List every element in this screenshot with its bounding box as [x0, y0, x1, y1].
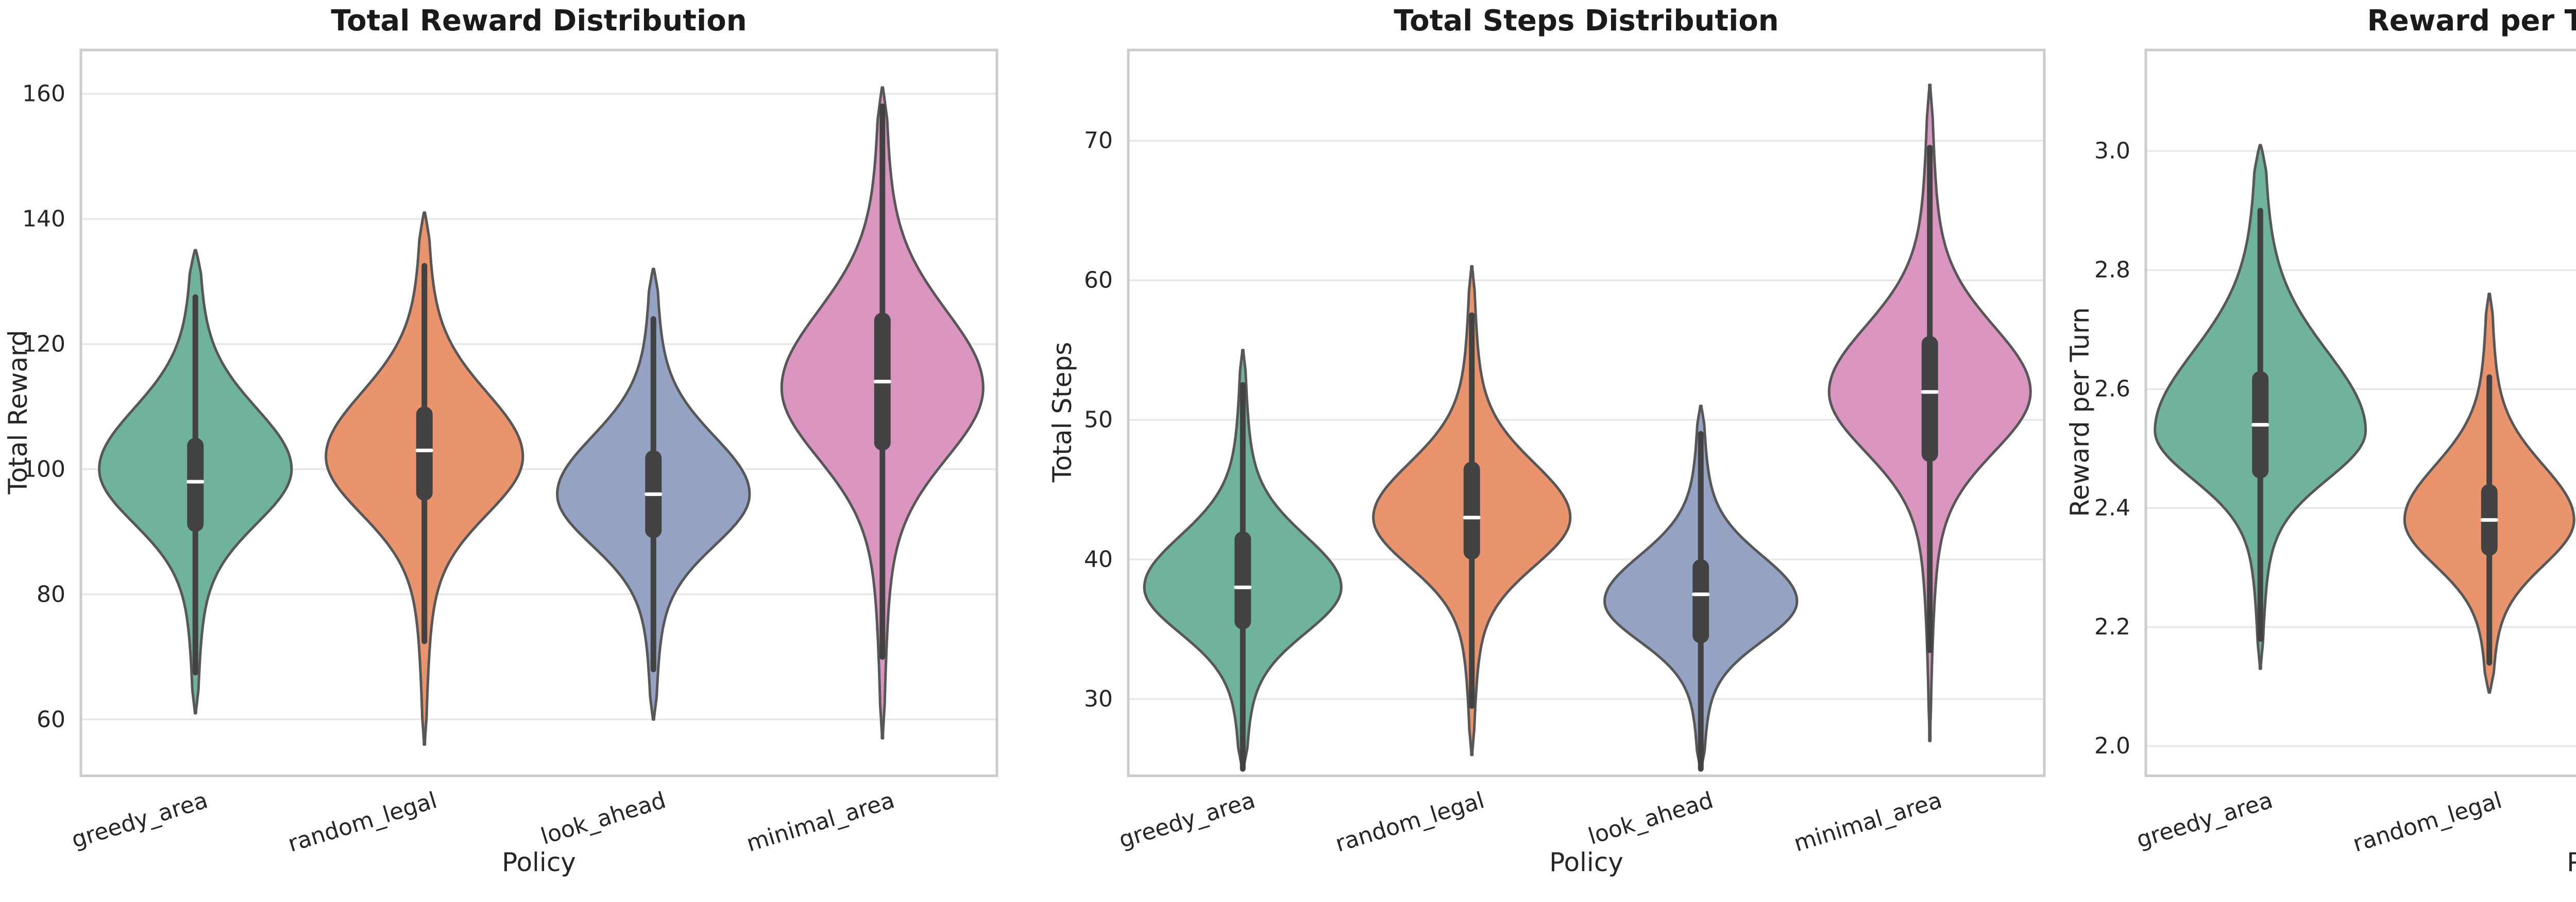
y-tick-label: 30 [1084, 686, 1113, 712]
x-tick-label-greedy_area: greedy_area [2133, 787, 2276, 854]
violin-median-line [645, 492, 663, 496]
violin-plot-area [1127, 48, 2046, 777]
y-tick-label: 100 [22, 456, 65, 483]
violin-median-line [2251, 423, 2269, 427]
plot-border [2144, 48, 2576, 777]
violin-iqr-box [1692, 559, 1709, 643]
violin-median-line [873, 380, 891, 384]
chart1-title: Total Reward Distribution [331, 4, 747, 38]
chart2-title: Total Steps Distribution [1394, 4, 1779, 38]
chart3-title: Reward per Turn Distribution [2367, 4, 2576, 38]
y-tick-label: 80 [37, 581, 65, 608]
violin-median-line [187, 480, 205, 484]
y-tick-label: 50 [1084, 406, 1113, 433]
y-tick-label: 2.4 [2094, 495, 2130, 521]
x-tick-label-minimal_area: minimal_area [1791, 787, 1945, 857]
y-tick-label: 2.6 [2094, 376, 2130, 402]
chart3-y-axis-label: Reward per Turn [2065, 307, 2095, 517]
y-tick-label: 2.2 [2094, 614, 2130, 640]
plot-border [1127, 48, 2046, 777]
y-tick-label: 60 [1084, 267, 1113, 294]
violin-median-line [1463, 516, 1481, 520]
chart1-x-axis-label: Policy [502, 847, 576, 877]
violin-plot-area [79, 48, 998, 777]
violin-median-line [2480, 518, 2498, 522]
violin-iqr-box [416, 406, 433, 501]
x-tick-label-greedy_area: greedy_area [68, 787, 211, 854]
x-tick-label-minimal_area: minimal_area [743, 787, 898, 857]
violin-iqr-box [1463, 462, 1480, 560]
x-tick-label-random_legal: random_legal [1332, 787, 1487, 858]
y-tick-label: 70 [1084, 127, 1113, 154]
y-tick-label: 2.0 [2094, 733, 2130, 759]
plot-border [79, 48, 998, 777]
y-tick-label: 40 [1084, 546, 1113, 573]
x-tick-label-look_ahead: look_ahead [537, 787, 669, 850]
violin-iqr-box [187, 438, 204, 532]
y-tick-label: 160 [22, 80, 65, 107]
chart3-x-axis-label: Policy [2567, 847, 2576, 877]
y-tick-label: 120 [22, 331, 65, 358]
y-tick-label: 140 [22, 206, 65, 232]
x-tick-label-random_legal: random_legal [2349, 787, 2505, 858]
x-tick-label-greedy_area: greedy_area [1115, 787, 1259, 854]
y-tick-label: 2.8 [2094, 257, 2130, 283]
violin-plot-area [2144, 48, 2576, 777]
violin-median-line [1921, 390, 1939, 394]
violin-median-line [1234, 585, 1252, 589]
chart2-x-axis-label: Policy [1549, 847, 1623, 877]
violin-median-line [1692, 592, 1710, 597]
y-tick-label: 60 [37, 706, 65, 733]
y-tick-label: 3.0 [2094, 138, 2130, 164]
violin-iqr-box [1234, 531, 1251, 629]
x-tick-label-look_ahead: look_ahead [1585, 787, 1717, 850]
violin-median-line [415, 448, 433, 452]
x-tick-label-random_legal: random_legal [284, 787, 440, 858]
violin-iqr-box [1921, 336, 1938, 462]
